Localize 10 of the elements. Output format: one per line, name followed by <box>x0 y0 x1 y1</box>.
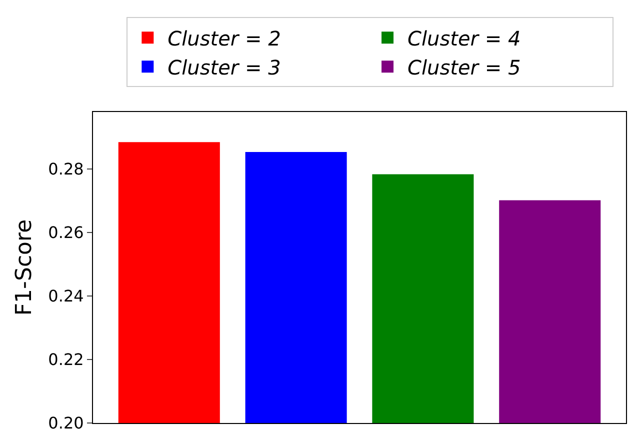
legend-label: Cluster = 2 <box>168 26 281 50</box>
legend-label: Cluster = 3 <box>168 55 281 80</box>
legend-label: Cluster = 4 <box>408 26 521 50</box>
legend-label: Cluster = 5 <box>408 55 521 80</box>
y-tick-label: 0.20 <box>48 414 84 433</box>
y-tick-label: 0.26 <box>48 223 84 242</box>
y-tick-label: 0.22 <box>48 350 84 370</box>
y-tick-label: 0.24 <box>48 286 84 306</box>
y-axis-title: F1-Score <box>12 219 37 316</box>
y-tick-label: 0.28 <box>48 160 84 179</box>
